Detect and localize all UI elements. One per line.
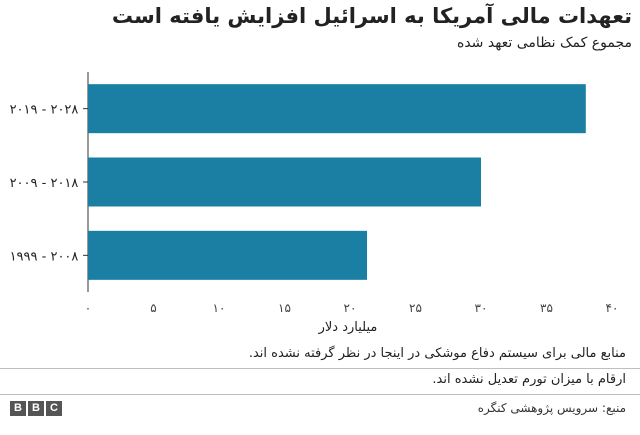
x-tick-label: ۵ [150,301,156,315]
x-tick-label: ۲۵ [409,301,422,315]
bbc-logo: B B C [10,401,62,416]
source-credit: منبع: سرویس پژوهشی کنگره [477,401,626,415]
y-tick-label: ۲۰۰۹ - ۲۰۱۸ [10,176,79,191]
x-tick-label: ۳۵ [540,301,553,315]
bar [88,230,368,280]
bar [88,84,586,134]
footer-divider [0,394,640,395]
bbc-logo-letter: B [28,401,44,416]
bbc-logo-letter: C [46,401,62,416]
x-tick-label: ۴۰ [606,301,619,315]
footnote-inflation: ارقام با میزان تورم تعدیل نشده اند. [432,372,626,387]
bar [88,157,481,207]
y-tick-label: ۱۹۹۹ - ۲۰۰۸ [10,249,79,264]
bbc-logo-letter: B [10,401,26,416]
x-tick-label: ۰ [85,301,91,315]
x-tick-label: ۱۰ [213,301,226,315]
footnote-divider [0,368,640,369]
x-tick-label: ۳۰ [475,301,488,315]
x-tick-label: ۱۵ [278,301,291,315]
x-axis-label: میلیارد دلار [318,320,378,335]
chart-title: تعهدات مالی آمریکا به اسرائیل افزایش یاف… [111,4,632,28]
bar-chart: ۲۰۱۹ - ۲۰۲۸ ۲۰۰۹ - ۲۰۱۸ ۱۹۹۹ - ۲۰۰۸ ۰ ۵ ۱۰ ۱۵ ۲… [10,72,619,335]
y-tick-label: ۲۰۱۹ - ۲۰۲۸ [10,103,79,118]
footnote-missile-defense: منابع مالی برای سیستم دفاع موشکی در اینج… [248,346,626,361]
x-tick-label: ۲۰ [344,301,357,315]
chart-subtitle: مجموع کمک نظامی تعهد شده [457,35,632,51]
